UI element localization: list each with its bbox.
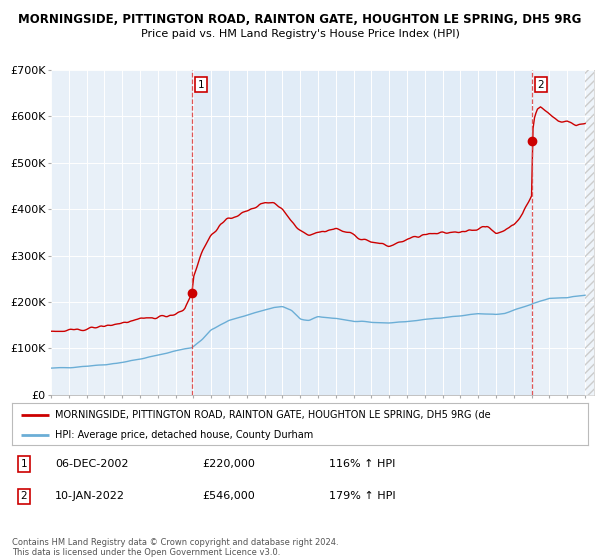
Text: 06-DEC-2002: 06-DEC-2002 [55, 459, 128, 469]
Text: 1: 1 [197, 80, 204, 90]
Text: Contains HM Land Registry data © Crown copyright and database right 2024.
This d: Contains HM Land Registry data © Crown c… [12, 538, 338, 557]
Text: 116% ↑ HPI: 116% ↑ HPI [329, 459, 395, 469]
Text: £220,000: £220,000 [202, 459, 255, 469]
Text: HPI: Average price, detached house, County Durham: HPI: Average price, detached house, Coun… [55, 430, 313, 440]
Text: 1: 1 [20, 459, 27, 469]
Text: MORNINGSIDE, PITTINGTON ROAD, RAINTON GATE, HOUGHTON LE SPRING, DH5 9RG (de: MORNINGSIDE, PITTINGTON ROAD, RAINTON GA… [55, 410, 491, 420]
Bar [192, 70, 532, 395]
Text: MORNINGSIDE, PITTINGTON ROAD, RAINTON GATE, HOUGHTON LE SPRING, DH5 9RG: MORNINGSIDE, PITTINGTON ROAD, RAINTON GA… [19, 13, 581, 26]
Text: £546,000: £546,000 [202, 491, 255, 501]
Text: 2: 2 [20, 491, 27, 501]
Text: 2: 2 [538, 80, 544, 90]
Text: Price paid vs. HM Land Registry's House Price Index (HPI): Price paid vs. HM Land Registry's House … [140, 29, 460, 39]
Bar [585, 70, 594, 395]
Text: 10-JAN-2022: 10-JAN-2022 [55, 491, 125, 501]
Text: 179% ↑ HPI: 179% ↑ HPI [329, 491, 395, 501]
